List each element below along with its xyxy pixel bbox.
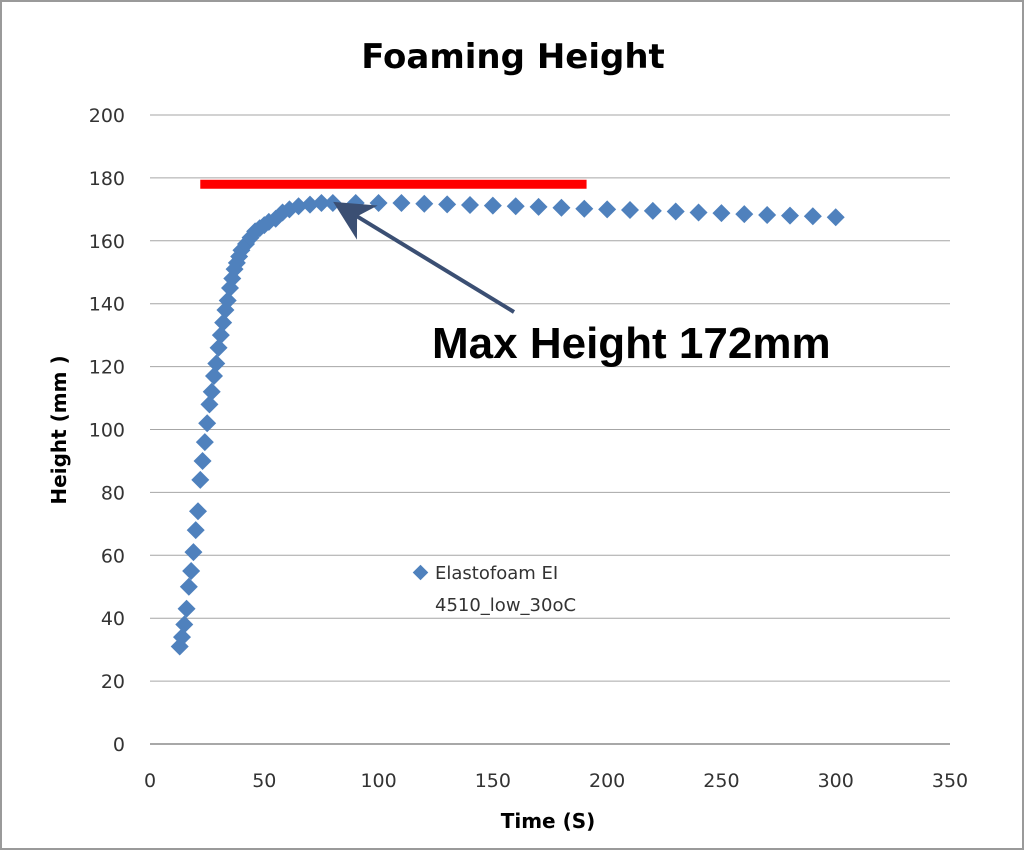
- data-point: [200, 395, 219, 414]
- data-point: [598, 200, 617, 219]
- data-point: [209, 338, 228, 357]
- x-tick-label: 50: [252, 770, 276, 792]
- data-point: [529, 197, 548, 216]
- data-point: [202, 382, 221, 401]
- y-axis-title: Height (mm ): [47, 355, 71, 504]
- y-tick-label: 160: [89, 231, 125, 253]
- data-point: [438, 195, 457, 214]
- legend: Elastofoam EI 4510_low_30oC: [412, 563, 576, 616]
- y-tick-label: 180: [89, 168, 125, 190]
- y-tick-label: 60: [101, 545, 125, 567]
- x-axis-title: Time (S): [501, 809, 596, 833]
- data-point: [191, 470, 210, 489]
- x-axis-ticks: 0 50 100 150 200 250 300 350: [144, 770, 968, 792]
- data-point: [186, 521, 205, 540]
- x-tick-label: 350: [932, 770, 968, 792]
- legend-label-line2: 4510_low_30oC: [435, 595, 576, 616]
- x-tick-label: 150: [475, 770, 511, 792]
- data-point: [826, 208, 845, 227]
- data-point: [643, 201, 662, 220]
- chart-title: Foaming Height: [361, 37, 665, 77]
- data-point: [312, 194, 331, 213]
- y-tick-label: 200: [89, 105, 125, 127]
- data-point: [184, 543, 203, 562]
- data-point: [506, 197, 525, 216]
- x-tick-label: 200: [589, 770, 625, 792]
- data-point: [177, 599, 196, 618]
- data-point: [392, 194, 411, 213]
- data-point: [205, 367, 223, 386]
- y-tick-label: 100: [89, 420, 125, 442]
- data-point: [461, 195, 479, 214]
- data-point: [175, 615, 194, 634]
- data-point: [575, 199, 594, 218]
- data-point: [179, 577, 198, 596]
- x-tick-label: 250: [703, 770, 739, 792]
- data-point: [218, 291, 237, 310]
- data-point: [173, 628, 191, 647]
- data-point: [758, 206, 777, 225]
- data-point: [189, 502, 207, 521]
- data-point: [781, 206, 799, 225]
- data-point: [241, 228, 260, 247]
- data-point: [323, 194, 342, 213]
- y-axis-ticks: 0 20 40 60 80 100 120 140 160 180 200: [89, 105, 125, 756]
- data-point: [803, 207, 822, 226]
- data-point: [552, 198, 571, 217]
- legend-marker: [412, 564, 429, 581]
- x-tick-label: 300: [818, 770, 854, 792]
- y-tick-label: 40: [101, 608, 125, 630]
- data-point: [289, 197, 308, 216]
- y-tick-label: 140: [89, 294, 125, 316]
- x-tick-label: 0: [144, 770, 156, 792]
- y-tick-label: 20: [101, 671, 125, 693]
- data-point: [182, 562, 201, 581]
- data-point: [735, 205, 754, 224]
- data-point: [346, 194, 365, 213]
- data-point: [211, 326, 230, 345]
- data-point: [193, 451, 212, 470]
- y-tick-label: 120: [89, 357, 125, 379]
- data-point: [415, 194, 434, 213]
- data-point: [666, 202, 685, 221]
- data-point: [195, 433, 214, 452]
- data-point: [689, 203, 708, 222]
- data-point: [207, 354, 226, 373]
- data-point: [198, 414, 217, 433]
- data-point: [621, 200, 639, 219]
- data-point: [214, 313, 233, 332]
- data-point: [301, 195, 319, 214]
- data-point: [483, 196, 502, 215]
- y-tick-label: 80: [101, 482, 125, 504]
- y-tick-label: 0: [113, 734, 125, 756]
- data-point: [712, 204, 731, 223]
- gridlines: [150, 114, 950, 682]
- data-point: [369, 194, 388, 213]
- data-series: [170, 194, 845, 656]
- x-tick-label: 100: [360, 770, 396, 792]
- annotation-max-height: Max Height 172mm: [432, 319, 831, 368]
- legend-label-line1: Elastofoam EI: [435, 563, 558, 584]
- annotation-arrow: [333, 201, 516, 314]
